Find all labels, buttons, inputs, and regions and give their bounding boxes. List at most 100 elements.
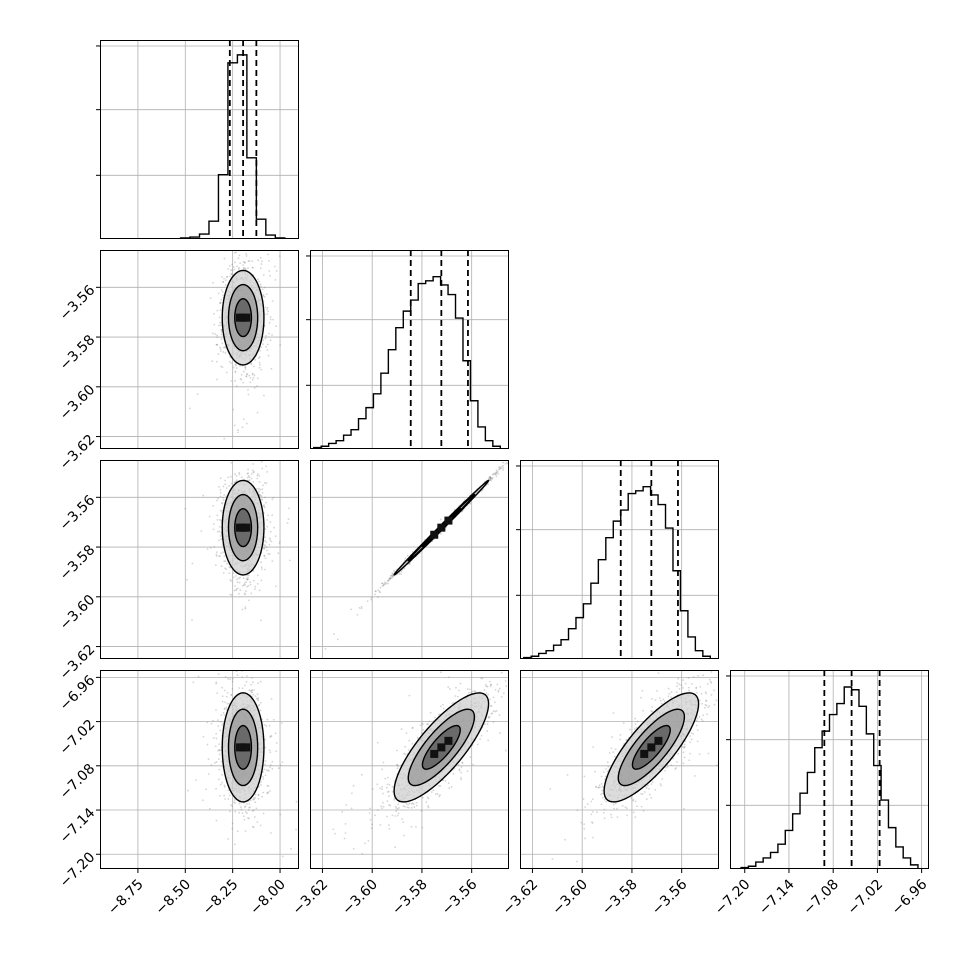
scatter-point — [258, 589, 261, 592]
scatter-point — [221, 502, 224, 505]
scatter-point — [256, 474, 259, 477]
scatter-point — [257, 794, 260, 796]
scatter-point — [234, 473, 237, 476]
scatter-point — [206, 721, 209, 724]
scatter-point — [214, 564, 217, 567]
histogram-step — [523, 485, 711, 659]
histogram-panel-3 — [516, 460, 719, 659]
scatter-point — [257, 357, 260, 359]
scatter-point — [220, 714, 223, 716]
scatter-point — [260, 368, 263, 371]
scatter-point — [251, 266, 254, 269]
scatter-point — [230, 269, 232, 272]
scatter-point — [224, 798, 227, 800]
scatter-point — [237, 268, 240, 270]
scatter-point — [220, 135, 222, 137]
scatter-point — [254, 585, 257, 588]
scatter-point — [240, 378, 243, 381]
scatter-point — [252, 579, 255, 582]
scatter-point — [270, 735, 273, 738]
scatter-point — [272, 496, 275, 499]
scatter-point — [259, 256, 262, 259]
scatter-point — [498, 468, 501, 471]
scatter-point — [222, 346, 225, 349]
scatter-point — [188, 407, 191, 410]
scatter-point — [266, 343, 269, 346]
scatter-point — [271, 300, 274, 303]
scatter-point — [216, 499, 218, 502]
scatter-point — [260, 781, 263, 783]
scatter-point — [228, 702, 230, 705]
scatter-point — [235, 479, 238, 482]
scatter-point — [254, 588, 256, 590]
scatter-point — [223, 786, 226, 788]
scatter-point — [244, 593, 247, 596]
scatter-point — [209, 546, 212, 549]
scatter-point — [233, 843, 236, 846]
scatter-point — [206, 743, 209, 746]
scatter-point — [249, 376, 252, 379]
scatter-point — [212, 282, 215, 284]
scatter-point — [242, 266, 245, 269]
scatter-point — [489, 475, 491, 478]
scatter-point — [244, 607, 247, 610]
scatter-point — [234, 363, 237, 366]
scatter-point — [495, 471, 498, 474]
scatter-point — [246, 373, 249, 376]
scatter-point — [261, 467, 264, 470]
scatter-point — [238, 246, 240, 248]
scatter-point — [259, 248, 261, 250]
scatter-point — [358, 606, 361, 609]
scatter-point — [269, 790, 272, 792]
scatter-point — [225, 695, 228, 698]
scatter-point — [269, 274, 271, 277]
scatter-point — [243, 262, 246, 264]
scatter-point — [231, 677, 234, 680]
scatter-point — [233, 456, 235, 458]
scatter-point — [218, 794, 221, 797]
contour-line — [393, 479, 490, 576]
scatter-point — [207, 458, 209, 460]
scatter-point — [291, 457, 293, 459]
scatter-point — [218, 302, 221, 305]
scatter-point — [220, 552, 222, 555]
scatter-point — [266, 519, 269, 521]
scatter-point — [249, 583, 252, 586]
scatter-point — [220, 298, 223, 301]
scatter-point — [502, 467, 505, 469]
scatter-point — [231, 680, 234, 683]
scatter-point — [222, 498, 225, 501]
scatter-point — [216, 519, 219, 521]
scatter-point — [234, 691, 236, 693]
scatter-point — [271, 560, 274, 563]
scatter-point — [242, 245, 244, 247]
scatter-point — [256, 385, 258, 388]
scatter-point — [278, 255, 281, 257]
scatter-point — [506, 461, 508, 464]
scatter-point — [230, 362, 232, 365]
scatter-point — [220, 328, 223, 331]
scatter-point — [515, 447, 517, 449]
scatter-point — [488, 477, 491, 479]
scatter-point — [257, 704, 260, 707]
scatter-point — [216, 378, 218, 381]
scatter-point — [226, 691, 229, 694]
scatter-point — [223, 714, 226, 716]
scatter-point — [253, 386, 256, 389]
scatter-point — [252, 693, 255, 696]
scatter-point — [225, 279, 227, 282]
scatter-point — [230, 580, 233, 582]
scatter-point — [262, 274, 265, 276]
scatter-point — [219, 492, 222, 494]
scatter-point — [493, 472, 496, 475]
scatter-point — [564, 401, 566, 403]
scatter-point — [382, 584, 385, 587]
scatter-point — [217, 497, 220, 500]
scatter-point — [269, 339, 272, 342]
scatter-point — [264, 536, 266, 539]
scatter-point — [221, 695, 224, 698]
scatter-point — [247, 574, 250, 577]
scatter-point — [219, 509, 222, 512]
scatter-point — [235, 480, 237, 483]
